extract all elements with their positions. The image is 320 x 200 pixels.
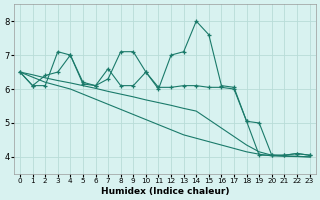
X-axis label: Humidex (Indice chaleur): Humidex (Indice chaleur) [100, 187, 229, 196]
